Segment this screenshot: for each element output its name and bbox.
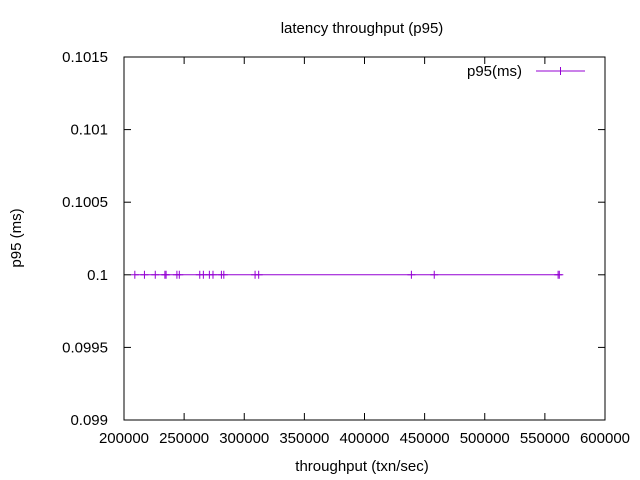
data-point [430, 270, 439, 279]
y-tick-label: 0.099 [70, 412, 108, 429]
y-tick-label: 0.0995 [62, 339, 108, 356]
x-tick-label: 600000 [580, 430, 630, 447]
x-axis-label: throughput (txn/sec) [295, 458, 428, 475]
y-tick-label: 0.1015 [62, 49, 108, 66]
data-point [162, 270, 171, 279]
y-ticks: 0.099 0.0995 0.1 0.1005 0.101 0.1015 [62, 49, 605, 429]
x-tick-label: 350000 [279, 430, 329, 447]
x-tick-label: 200000 [99, 430, 149, 447]
data-point [219, 270, 228, 279]
plot-frame [123, 56, 606, 421]
x-ticks: 200000 250000 300000 350000 400000 450000 5000… [99, 57, 630, 447]
x-tick-label: 450000 [400, 430, 450, 447]
x-tick-label: 250000 [159, 430, 209, 447]
data-point [208, 270, 217, 279]
y-tick-label: 0.1005 [62, 194, 108, 211]
data-point [151, 270, 160, 279]
data-point [175, 270, 184, 279]
chart-title: latency throughput (p95) [281, 20, 444, 37]
y-tick-label: 0.1 [87, 267, 108, 284]
data-point [254, 270, 263, 279]
data-point [555, 270, 564, 279]
y-axis-label: p95 (ms) [8, 208, 25, 267]
data-point [407, 270, 416, 279]
x-tick-label: 400000 [339, 430, 389, 447]
x-tick-label: 300000 [219, 430, 269, 447]
y-tick-label: 0.101 [70, 122, 108, 139]
legend: p95(ms) [467, 63, 585, 80]
data-point [140, 270, 149, 279]
x-tick-label: 550000 [520, 430, 570, 447]
x-tick-label: 500000 [460, 430, 510, 447]
series-group [130, 270, 564, 279]
legend-marker [556, 67, 565, 75]
legend-label: p95(ms) [467, 63, 522, 80]
data-point [130, 270, 139, 279]
